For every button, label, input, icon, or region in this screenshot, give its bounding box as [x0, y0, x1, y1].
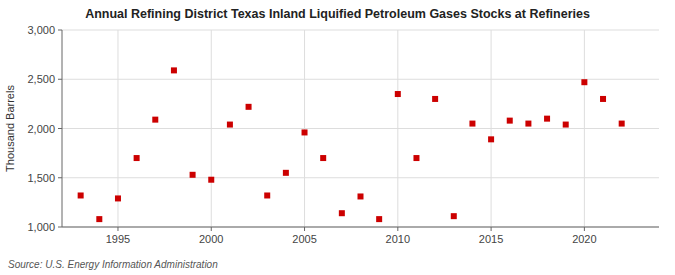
point	[320, 155, 326, 161]
points	[78, 67, 625, 222]
point	[395, 91, 401, 97]
point	[563, 122, 569, 128]
x-tick-label: 2000	[199, 233, 223, 245]
y-grid-line	[62, 30, 659, 31]
point	[525, 121, 531, 127]
source: Source: U.S. Energy Information Administ…	[8, 259, 218, 270]
point	[544, 116, 550, 122]
y-grid-line	[62, 79, 659, 80]
point	[432, 96, 438, 102]
point	[115, 195, 121, 201]
y-grid-line	[62, 128, 659, 129]
point	[152, 117, 158, 123]
point	[171, 67, 177, 73]
y-axis-line	[62, 30, 63, 227]
y-axis-label: Thousand Barrels	[4, 85, 16, 172]
point	[246, 104, 252, 110]
y-tick-label: 2,000	[27, 123, 55, 135]
point	[488, 136, 494, 142]
x-grid-line	[211, 30, 212, 227]
point	[208, 177, 214, 183]
point	[264, 192, 270, 198]
x-tick	[211, 227, 212, 231]
point	[507, 118, 513, 124]
grid	[62, 30, 659, 227]
point	[581, 79, 587, 85]
point	[339, 210, 345, 216]
chart-svg: Annual Refining District Texas Inland Li…	[0, 0, 675, 275]
x-tick	[397, 227, 398, 231]
y-grid-line	[62, 177, 659, 178]
x-axis-line	[62, 227, 659, 228]
point	[619, 121, 625, 127]
title: Annual Refining District Texas Inland Li…	[85, 7, 590, 21]
point	[358, 193, 364, 199]
chart-container: Annual Refining District Texas Inland Li…	[0, 0, 675, 275]
y-tick	[58, 227, 62, 228]
point	[134, 155, 140, 161]
x-grid-line	[397, 30, 398, 227]
x-tick-label: 2005	[292, 233, 316, 245]
point	[600, 96, 606, 102]
y-grid-line	[62, 227, 659, 228]
point	[469, 121, 475, 127]
x-tick	[304, 227, 305, 231]
x-grid-line	[584, 30, 585, 227]
axes: 1,000 1,500 2,000 2,500 3,000 1995 2000 2005 201…	[27, 24, 659, 245]
point	[451, 213, 457, 219]
y-tick	[58, 177, 62, 178]
point	[227, 122, 233, 128]
x-grid-line	[491, 30, 492, 227]
y-tick	[58, 79, 62, 80]
point	[283, 170, 289, 176]
point	[96, 216, 102, 222]
x-tick-label: 1995	[106, 233, 130, 245]
x-tick	[491, 227, 492, 231]
y-tick-label: 1,500	[27, 172, 55, 184]
y-tick	[58, 128, 62, 129]
y-tick-label: 1,000	[27, 221, 55, 233]
point	[376, 216, 382, 222]
point	[190, 172, 196, 178]
x-tick-label: 2010	[386, 233, 410, 245]
point	[413, 155, 419, 161]
point	[302, 129, 308, 135]
y-tick-label: 3,000	[27, 24, 55, 36]
x-tick	[117, 227, 118, 231]
x-grid-line	[304, 30, 305, 227]
x-tick-label: 2020	[572, 233, 596, 245]
y-tick-label: 2,500	[27, 73, 55, 85]
point	[78, 192, 84, 198]
y-tick	[58, 30, 62, 31]
x-tick	[584, 227, 585, 231]
x-tick-label: 2015	[479, 233, 503, 245]
